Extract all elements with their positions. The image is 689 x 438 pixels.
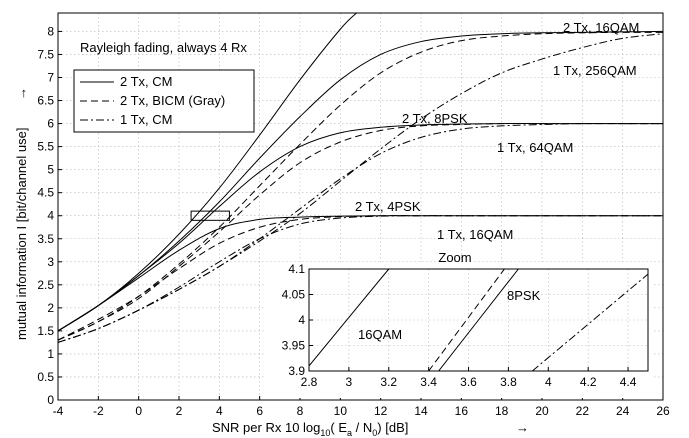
- main-xtick-label-0: -4: [53, 404, 64, 418]
- curve-label-1tx-64qam: 1 Tx, 64QAM: [497, 140, 573, 155]
- main-xtick-label-2: 0: [135, 404, 142, 418]
- main-ytick-label-5: 2.5: [37, 278, 54, 292]
- main-xtick-label-14: 24: [616, 404, 630, 418]
- main-xtick-label-5: 6: [256, 404, 263, 418]
- main-ticks: -4 -2 0 2 4 6 8 10 12 14 16 18 20 22 24 2600.511.522.53…: [37, 24, 670, 418]
- main-xtick-label-6: 8: [297, 404, 304, 418]
- zoom-region-box: [190, 210, 230, 221]
- main-ytick-label-0: 0: [47, 393, 54, 407]
- x-axis-label: SNR per Rx 10 log10( Ea / N0) [dB]: [212, 420, 408, 438]
- main-ytick-label-10: 5: [47, 163, 54, 177]
- curve-label-1tx-256qam: 1 Tx, 256QAM: [553, 63, 637, 78]
- plot-frame: [57, 12, 664, 401]
- inset-ytick-label-3: 4.05: [282, 288, 306, 302]
- main-xtick-label-13: 22: [576, 404, 590, 418]
- curve-label-2tx-4psk: 2 Tx, 4PSK: [355, 199, 421, 214]
- main-xtick-label-15: 26: [656, 404, 670, 418]
- main-series-9-dashdot: [58, 215, 663, 343]
- inset-frame: [308, 268, 649, 372]
- inset-series-3-dashdot: [532, 273, 648, 371]
- main-ytick-label-13: 6.5: [37, 94, 54, 108]
- inset-xtick-label-6: 4: [545, 375, 552, 389]
- main-ytick-label-16: 8: [47, 24, 54, 38]
- inset-series-0-solid: [309, 269, 390, 367]
- main-ytick-label-15: 7.5: [37, 47, 54, 61]
- main-xtick-label-1: -2: [93, 404, 104, 418]
- curve-label-1tx-16qam: 1 Tx, 16QAM: [437, 227, 513, 242]
- main-series-1-solid: [58, 30, 663, 332]
- main-ytick-label-7: 3.5: [37, 232, 54, 246]
- main-ytick-label-3: 1.5: [37, 324, 54, 338]
- main-ytick-label-2: 1: [47, 347, 54, 361]
- main-xtick-label-12: 20: [535, 404, 549, 418]
- main-xtick-label-3: 2: [176, 404, 183, 418]
- x-axis-arrow: →: [516, 420, 529, 435]
- main-ytick-label-9: 4.5: [37, 186, 54, 200]
- inset-xtick-label-4: 3.6: [460, 375, 477, 389]
- main-ytick-label-12: 6: [47, 117, 54, 131]
- inset-title: Zoom: [438, 250, 471, 265]
- inset-xtick-label-3: 3.4: [420, 375, 437, 389]
- main-xtick-label-10: 16: [455, 404, 469, 418]
- inset-ticks: 2.8 3 3.2 3.4 3.6 3.8 4 4.2 4.4 3.9 3.95 4 4.05 4.1: [282, 262, 637, 389]
- y-axis-arrow: →: [14, 87, 29, 100]
- curve-label-2tx-16qam: 2 Tx, 16QAM: [563, 20, 639, 35]
- inset-ytick-label-2: 4: [298, 313, 305, 327]
- inset-ytick-label-0: 3.9: [288, 364, 305, 378]
- main-xtick-label-8: 12: [374, 404, 388, 418]
- main-curves: [58, 13, 663, 343]
- inset-xtick-label-0: 2.8: [301, 375, 318, 389]
- main-ytick-label-11: 5.5: [37, 140, 54, 154]
- main-ytick-label-8: 4: [47, 209, 54, 223]
- legend-label-1: 2 Tx, CM: [120, 74, 173, 89]
- main-ytick-label-4: 2: [47, 301, 54, 315]
- inset-xtick-label-5: 3.8: [500, 375, 517, 389]
- inset-xtick-label-8: 4.4: [620, 375, 637, 389]
- main-xtick-label-4: 4: [216, 404, 223, 418]
- inset-label-8psk: 8PSK: [507, 288, 541, 303]
- main-ytick-label-6: 3: [47, 255, 54, 269]
- inset-xtick-label-2: 3.2: [380, 375, 397, 389]
- legend-label-3: 1 Tx, CM: [120, 112, 173, 127]
- inset-ytick-label-1: 3.95: [282, 339, 306, 353]
- main-series-2-dashed: [58, 31, 663, 341]
- main-ytick-label-14: 7: [47, 71, 54, 85]
- main-series-8-dashed: [58, 215, 663, 341]
- inset-label-16qam: 16QAM: [358, 327, 402, 342]
- y-axis-label: mutual information I [bit/channel use]: [14, 128, 29, 340]
- inset-series-1-solid: [438, 269, 519, 371]
- legend-label-2: 2 Tx, BICM (Gray): [120, 93, 225, 108]
- main-ytick-label-1: 0.5: [37, 370, 54, 384]
- inset-xtick-label-1: 3: [346, 375, 353, 389]
- main-xtick-label-11: 18: [495, 404, 509, 418]
- legend: 2 Tx, CM 2 Tx, BICM (Gray) 1 Tx, CM: [73, 69, 255, 133]
- annotation-text: Rayleigh fading, always 4 Rx: [80, 40, 247, 55]
- main-xtick-label-7: 10: [334, 404, 348, 418]
- inset-ytick-label-4: 4.1: [288, 262, 305, 276]
- inset-curves: [309, 269, 648, 371]
- main-series-6-dashdot: [58, 123, 663, 343]
- inset-background: [264, 262, 654, 398]
- curve-label-2tx-8psk: 2 Tx, 8PSK: [402, 111, 468, 126]
- inset-xtick-label-7: 4.2: [580, 375, 597, 389]
- main-xtick-label-9: 14: [414, 404, 428, 418]
